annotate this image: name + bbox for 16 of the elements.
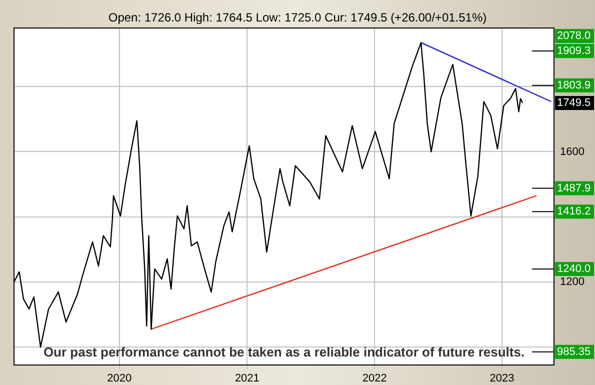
ref-line-label: 985.35 bbox=[557, 346, 591, 358]
annotation: Our past performance cannot be taken as a reliable indicator of future results. bbox=[43, 344, 525, 360]
x-tick-label: 2021 bbox=[234, 372, 260, 385]
annotation: 1749.5 bbox=[557, 97, 591, 110]
x-tick-label: 2022 bbox=[362, 372, 387, 385]
chart-subtitle: Open: 1726.0 High: 1764.5 Low: 1725.0 Cur: 1749.5 (+26.00/+01.51%) bbox=[108, 10, 487, 24]
ref-line-label: 1909.3 bbox=[557, 45, 591, 58]
ref-line-label: 1240.0 bbox=[557, 262, 591, 275]
ref-line-label: 1487.9 bbox=[557, 182, 591, 194]
x-tick-label: 2023 bbox=[490, 372, 514, 385]
y-tick-label: 1600 bbox=[560, 146, 584, 158]
text: 2078.0 bbox=[557, 30, 591, 42]
x-tick-label: 2020 bbox=[107, 372, 132, 385]
ref-line-label: 1416.2 bbox=[557, 206, 591, 218]
ref-line-label: 1803.9 bbox=[557, 79, 591, 92]
y-tick-label: 1200 bbox=[560, 276, 584, 288]
